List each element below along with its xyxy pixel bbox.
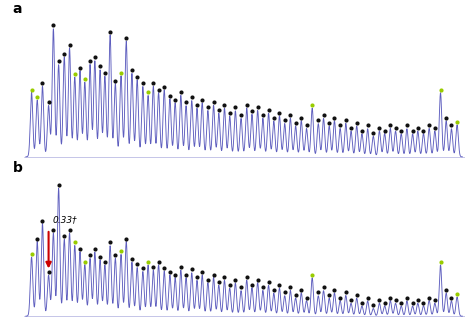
Text: 0.33†: 0.33†	[53, 215, 78, 224]
Text: b: b	[13, 161, 23, 175]
Text: a: a	[13, 2, 22, 16]
